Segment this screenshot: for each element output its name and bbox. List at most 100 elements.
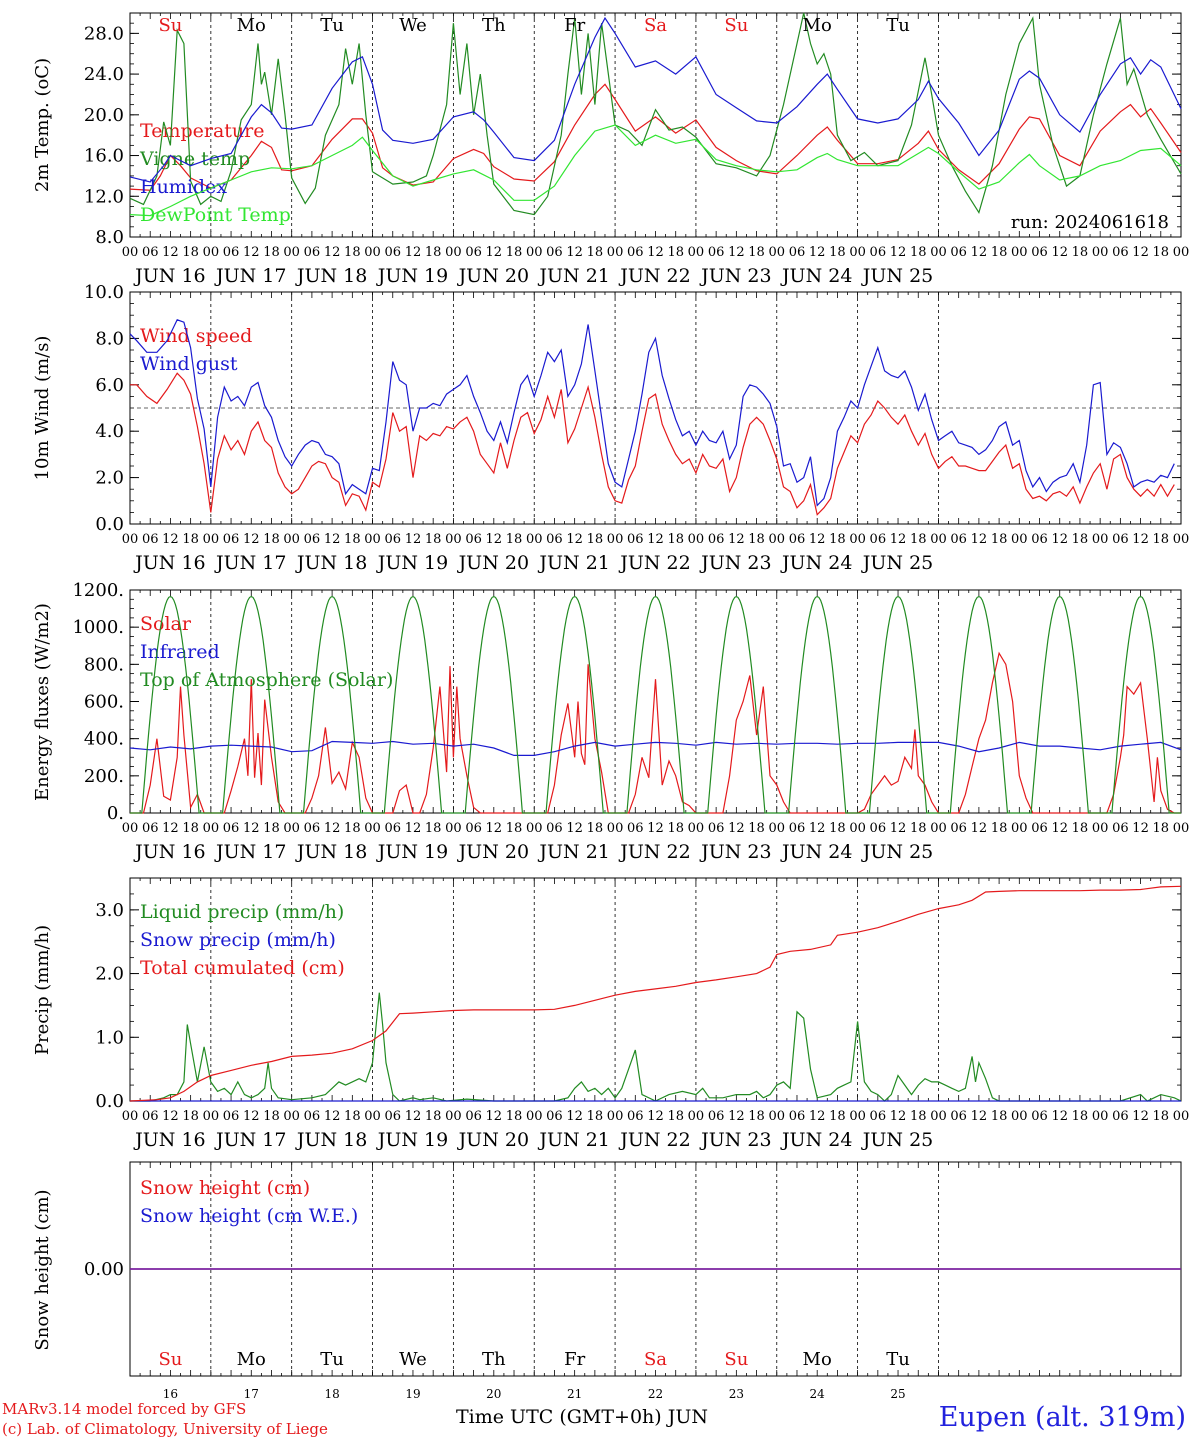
date-label: JUN 22 — [618, 1129, 690, 1151]
weekday-label: We — [399, 15, 427, 36]
weekday-label: Tu — [320, 1349, 344, 1370]
hour-label: 18 — [1072, 821, 1089, 836]
hour-label: 00 — [1092, 532, 1109, 547]
hour-label: 12 — [1051, 1109, 1068, 1124]
hour-label: 18 — [829, 532, 846, 547]
y-tick-label: 2.0 — [95, 964, 124, 985]
hour-label: 12 — [1051, 532, 1068, 547]
hour-label: 06 — [142, 245, 159, 260]
hour-label: 06 — [546, 821, 563, 836]
hour-label: 00 — [364, 245, 381, 260]
hour-label: 12 — [324, 532, 341, 547]
hour-label: 18 — [991, 245, 1008, 260]
hour-label: 18 — [910, 821, 927, 836]
hour-label: 06 — [1031, 245, 1048, 260]
legend-entry: Temperature — [140, 120, 264, 142]
hour-label: 18 — [182, 245, 199, 260]
hour-label: 00 — [1011, 821, 1028, 836]
y-tick-label: 1200. — [72, 580, 124, 601]
hour-label: 18 — [263, 1109, 280, 1124]
date-label: JUN 23 — [699, 265, 771, 287]
legend-entry: Total cumulated (cm) — [140, 957, 345, 979]
hour-label: 12 — [728, 532, 745, 547]
hour-label: 06 — [384, 532, 401, 547]
hour-label: 06 — [950, 245, 967, 260]
day-number-label: 25 — [890, 1387, 905, 1401]
date-label: JUN 19 — [376, 552, 448, 574]
hour-label: 12 — [809, 1109, 826, 1124]
hour-label: 18 — [1153, 245, 1170, 260]
hour-label: 06 — [465, 245, 482, 260]
hour-label: 06 — [1112, 821, 1129, 836]
hour-label: 00 — [283, 821, 300, 836]
y-tick-label: 0.0 — [95, 514, 124, 535]
y-tick-label: 3.0 — [95, 900, 124, 921]
hour-label: 06 — [708, 532, 725, 547]
day-number-label: 16 — [163, 1387, 178, 1401]
hour-label: 18 — [587, 821, 604, 836]
panel-frame — [129, 589, 1182, 814]
hour-label: 18 — [587, 245, 604, 260]
weekday-label: Sa — [644, 15, 667, 36]
y-tick-label: 2.0 — [95, 468, 124, 489]
hour-label: 06 — [304, 532, 321, 547]
hour-label: 18 — [991, 532, 1008, 547]
hour-label: 12 — [243, 821, 260, 836]
hour-label: 06 — [223, 821, 240, 836]
legend-entry: Vigne temp — [139, 148, 250, 170]
hour-label: 12 — [728, 821, 745, 836]
day-number-label: 19 — [405, 1387, 420, 1401]
hour-label: 06 — [789, 532, 806, 547]
series-line-liquid-precip-mm-h- — [130, 992, 1182, 1102]
hour-label: 06 — [465, 532, 482, 547]
series-line-humidex — [129, 16, 1182, 183]
y-tick-label: 4.0 — [95, 421, 124, 442]
weekday-label: Mo — [803, 1349, 832, 1370]
time-axis-label: Time UTC (GMT+0h) JUN — [456, 1406, 708, 1428]
weekday-label: Su — [158, 15, 182, 36]
hour-label: 06 — [627, 821, 644, 836]
date-label: JUN 18 — [295, 841, 367, 863]
series-line-total-cumulated-cm- — [129, 885, 1182, 1102]
hour-label: 18 — [425, 1109, 442, 1124]
date-label: JUN 19 — [376, 841, 448, 863]
hour-label: 06 — [546, 1109, 563, 1124]
hour-label: 00 — [283, 532, 300, 547]
hour-label: 00 — [526, 821, 543, 836]
hour-label: 00 — [849, 1109, 866, 1124]
weekday-label: Fr — [564, 15, 585, 36]
day-number-label: 21 — [567, 1387, 582, 1401]
date-label: JUN 18 — [295, 552, 367, 574]
hour-label: 18 — [667, 532, 684, 547]
hour-label: 06 — [1112, 532, 1129, 547]
hour-label: 18 — [182, 821, 199, 836]
legend-entry: Wind speed — [140, 325, 252, 347]
series-line-wind-speed — [130, 372, 1175, 516]
hour-label: 06 — [142, 532, 159, 547]
legend-entry: Liquid precip (mm/h) — [140, 901, 344, 923]
hour-label: 00 — [1092, 1109, 1109, 1124]
hour-label: 00 — [526, 532, 543, 547]
hour-label: 00 — [688, 1109, 705, 1124]
weekday-label: Fr — [564, 1349, 585, 1370]
date-label: JUN 17 — [214, 1129, 286, 1151]
hour-label: 12 — [486, 821, 503, 836]
day-number-label: 22 — [648, 1387, 663, 1401]
hour-label: 06 — [465, 1109, 482, 1124]
date-label: JUN 20 — [457, 841, 529, 863]
hour-label: 00 — [768, 1109, 785, 1124]
hour-label: 00 — [1173, 532, 1190, 547]
hour-label: 12 — [971, 245, 988, 260]
date-label: JUN 16 — [133, 552, 205, 574]
hour-label: 00 — [930, 532, 947, 547]
date-label: JUN 25 — [861, 552, 933, 574]
hour-label: 06 — [384, 821, 401, 836]
hour-label: 12 — [566, 821, 583, 836]
hour-label: 12 — [728, 245, 745, 260]
hour-label: 00 — [607, 532, 624, 547]
date-label: JUN 22 — [618, 552, 690, 574]
date-label: JUN 23 — [699, 1129, 771, 1151]
hour-label: 06 — [1031, 1109, 1048, 1124]
hour-label: 18 — [344, 245, 361, 260]
hour-label: 00 — [768, 532, 785, 547]
